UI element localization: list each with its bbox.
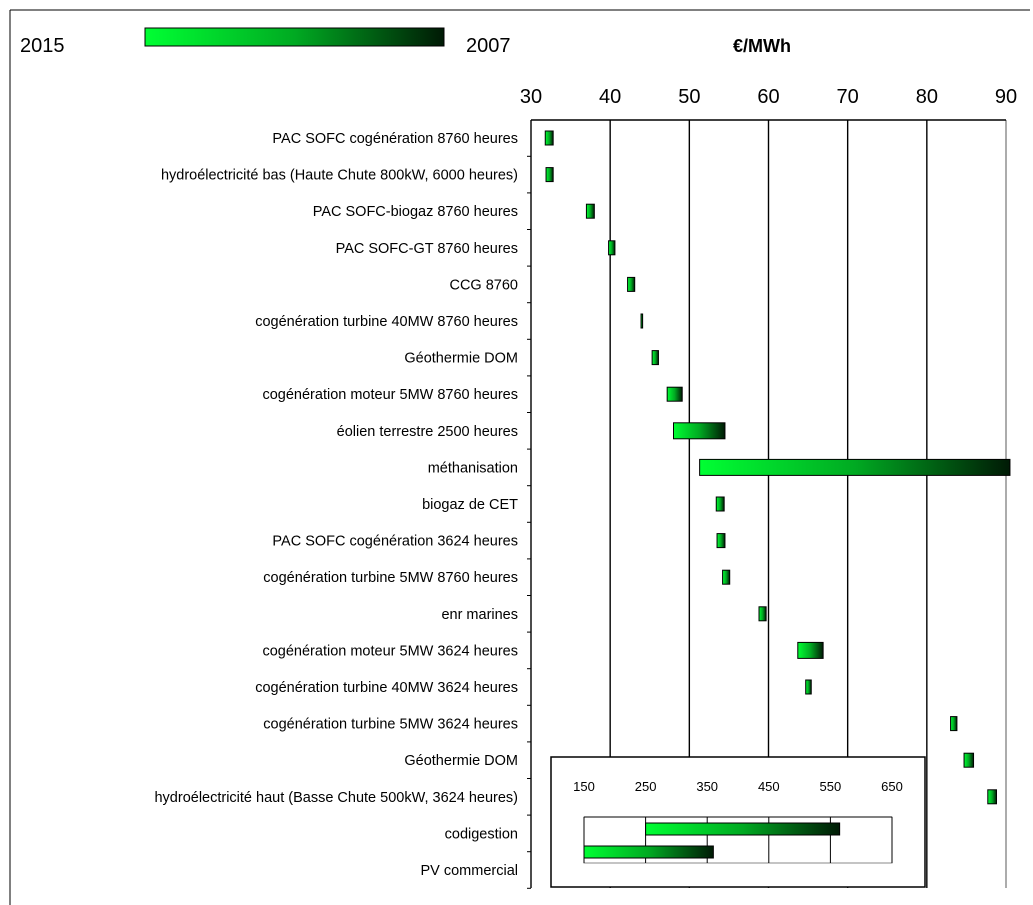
bars [544, 130, 1011, 805]
range-bar [715, 496, 725, 512]
range-bar [545, 167, 554, 183]
category-label: PAC SOFC-GT 8760 heures [336, 241, 518, 257]
category-label: cogénération turbine 5MW 3624 heures [263, 717, 518, 733]
category-label: méthanisation [428, 460, 518, 476]
x-tick-label: 60 [757, 86, 779, 108]
category-labels: PAC SOFC cogénération 8760 heures hydroél… [154, 131, 518, 879]
range-bar [651, 350, 659, 366]
category-label: cogénération turbine 40MW 3624 heures [255, 680, 518, 696]
x-tick-label: 30 [520, 86, 542, 108]
category-label: cogénération moteur 5MW 8760 heures [262, 387, 518, 403]
inset-chart: 150 250 350 450 550 650 [550, 756, 926, 888]
category-label: éolien terrestre 2500 heures [337, 424, 518, 440]
category-label: Géothermie DOM [404, 753, 518, 769]
category-label: hydroélectricité haut (Basse Chute 500kW… [154, 790, 518, 806]
category-label: cogénération moteur 5MW 3624 heures [262, 643, 518, 659]
range-bar [805, 679, 812, 695]
inset-tick-label: 150 [573, 779, 595, 794]
category-label: cogénération turbine 40MW 8760 heures [255, 314, 518, 330]
category-label: PAC SOFC cogénération 3624 heures [272, 534, 518, 550]
inset-tick-labels: 150 250 350 450 550 650 [573, 779, 903, 794]
category-label: PAC SOFC cogénération 8760 heures [272, 131, 518, 147]
category-label: cogénération turbine 5MW 8760 heures [263, 570, 518, 586]
unit-label: €/MWh [733, 36, 791, 56]
category-label: codigestion [445, 826, 518, 842]
category-label: PAC SOFC-biogaz 8760 heures [313, 204, 518, 220]
inset-tick-label: 450 [758, 779, 780, 794]
range-bar [963, 752, 975, 768]
inset-range-bar [583, 845, 714, 859]
inset-tick-label: 350 [696, 779, 718, 794]
category-label: hydroélectricité bas (Haute Chute 800kW,… [161, 168, 518, 184]
range-bar [640, 313, 644, 329]
range-bar [673, 422, 726, 440]
range-bar [797, 641, 824, 659]
category-label: enr marines [441, 607, 518, 623]
inset-tick-label: 650 [881, 779, 903, 794]
range-bar [666, 386, 683, 402]
inset-tick-label: 550 [820, 779, 842, 794]
range-bar [585, 203, 595, 219]
range-bar [987, 789, 998, 805]
range-bar [716, 533, 726, 549]
range-bar [722, 569, 731, 585]
x-tick-labels: 30 40 50 60 70 80 90 [520, 86, 1017, 108]
category-label: biogaz de CET [422, 497, 518, 513]
x-tick-label: 80 [916, 86, 938, 108]
legend-left-label: 2015 [20, 35, 65, 57]
category-label: PV commercial [421, 863, 519, 879]
legend-gradient-bar [144, 27, 445, 47]
inset-range-bar [645, 822, 841, 836]
inset-bars [583, 822, 841, 859]
range-bar [608, 240, 616, 256]
legend-right-label: 2007 [466, 35, 511, 57]
category-label: CCG 8760 [449, 277, 518, 293]
range-bar [758, 606, 767, 622]
category-label: Géothermie DOM [404, 351, 518, 367]
inset-tick-label: 250 [635, 779, 657, 794]
x-tick-label: 50 [678, 86, 700, 108]
range-bar [699, 458, 1011, 476]
x-tick-label: 40 [599, 86, 621, 108]
range-bar [950, 716, 958, 732]
range-bar [627, 276, 636, 292]
inset-frame [550, 756, 926, 888]
range-bar [544, 130, 554, 146]
x-tick-label: 70 [837, 86, 859, 108]
x-tick-label: 90 [995, 86, 1017, 108]
